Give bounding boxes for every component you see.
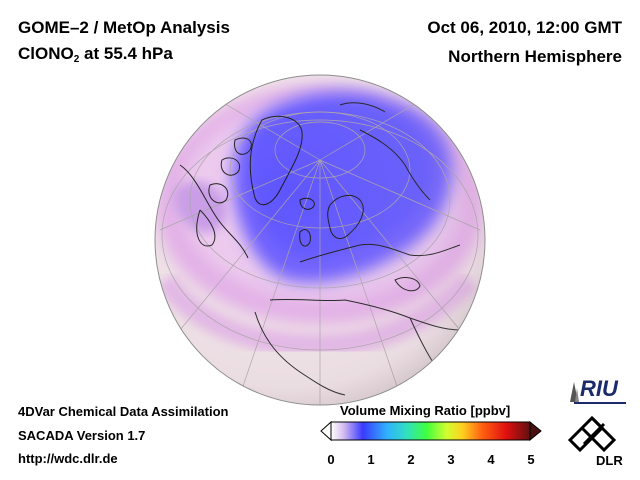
region-label: Northern Hemisphere (448, 47, 622, 66)
footer-url[interactable]: http://wdc.dlr.de (18, 451, 118, 466)
globe-content (155, 75, 485, 405)
colorbar-tick: 3 (447, 452, 455, 467)
species-title: ClONO2 at 55.4 hPa (18, 44, 173, 65)
riu-logo-text: RIU (580, 376, 619, 401)
dlr-logo: DLR (567, 415, 623, 468)
footer-version: SACADA Version 1.7 (18, 428, 146, 443)
colorbar-tick: 2 (407, 452, 415, 467)
species-subscript: 2 (73, 54, 80, 65)
colorbar-tick: 4 (487, 452, 495, 467)
instrument-title: GOME–2 / MetOp Analysis (18, 18, 230, 37)
globe-outline (154, 74, 486, 406)
colorbar-tick: 1 (367, 452, 375, 467)
colorbar-tick: 0 (327, 452, 335, 467)
colorbar-min-arrow (320, 420, 332, 442)
colorbar-gradient (330, 421, 531, 441)
colorbar (320, 420, 542, 442)
species-suffix: at 55.4 hPa (79, 44, 173, 63)
colorbar-tick: 5 (527, 452, 535, 467)
colorbar-title: Volume Mixing Ratio [ppbv] (340, 403, 511, 418)
riu-logo: RIU (570, 376, 626, 404)
dlr-logo-text: DLR (596, 453, 623, 468)
species-prefix: ClONO (18, 44, 74, 63)
colorbar-max-arrow (529, 420, 542, 442)
datetime-label: Oct 06, 2010, 12:00 GMT (427, 18, 622, 37)
footer-method: 4DVar Chemical Data Assimilation (18, 404, 229, 419)
